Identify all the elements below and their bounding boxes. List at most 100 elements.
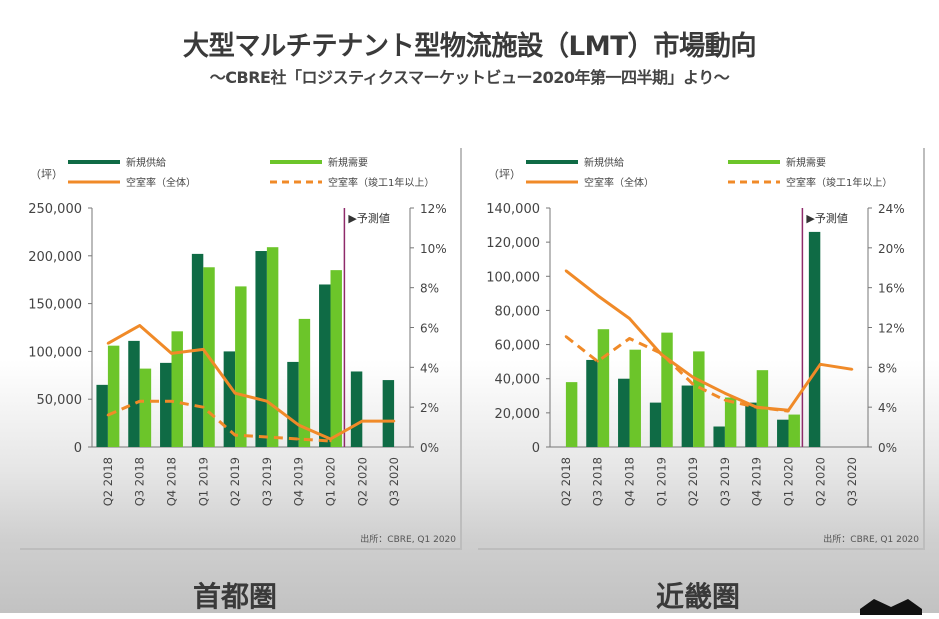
bar-demand xyxy=(788,414,800,447)
x-tick-label: Q4 2019 xyxy=(292,457,306,506)
line-vacancy-all-point xyxy=(819,363,822,366)
bar-demand xyxy=(107,345,120,447)
chevron-down-icon[interactable] xyxy=(856,595,926,615)
line-vacancy-all-point xyxy=(596,294,599,297)
line-vacancy-1yr-point xyxy=(723,398,727,402)
y-left-tick-label: 0 xyxy=(74,441,82,456)
y-right-tick-label: 0% xyxy=(420,441,439,455)
line-vacancy-all xyxy=(107,324,395,441)
bar-demand xyxy=(565,382,578,447)
bar-demand xyxy=(266,247,279,447)
x-tick-label: Q2 2018 xyxy=(559,457,573,506)
bar-demand xyxy=(629,349,641,447)
x-tick-label: Q2 2019 xyxy=(228,457,242,506)
line-vacancy-1yr-point xyxy=(787,409,790,413)
line-vacancy-all-point xyxy=(233,392,237,395)
x-tick-label: Q3 2020 xyxy=(387,457,401,506)
line-vacancy-all-point xyxy=(392,419,396,423)
legend-label-vacancy-1yr: 空室率（竣工1年以上） xyxy=(786,176,892,189)
y-right-tick-label: 8% xyxy=(878,361,897,375)
line-vacancy-1yr-point xyxy=(170,399,173,403)
bar-demand xyxy=(139,368,152,447)
legend-label-vacancy-1yr: 空室率（竣工1年以上） xyxy=(328,176,434,189)
bar-demand xyxy=(661,332,673,447)
line-vacancy-all-point xyxy=(202,348,205,351)
line-vacancy-all xyxy=(564,269,853,412)
line-vacancy-all-point xyxy=(850,368,854,371)
y-right-tick-label: 24% xyxy=(878,202,905,216)
bar-supply xyxy=(382,380,395,447)
y-left-tick-label: 40,000 xyxy=(495,373,541,388)
y-left-tick-label: 200,000 xyxy=(28,250,82,265)
line-vacancy-all-point xyxy=(329,437,332,441)
y-right-tick-label: 16% xyxy=(878,282,905,296)
line-vacancy-all-point xyxy=(723,392,727,395)
bar-demand xyxy=(171,331,183,447)
unit-label: （坪） xyxy=(488,168,521,181)
x-tick-label: Q2 2018 xyxy=(101,457,115,506)
y-right-tick-label: 12% xyxy=(878,322,905,336)
bar-supply xyxy=(350,371,363,447)
bar-supply xyxy=(713,426,725,447)
legend-label-demand: 新規需要 xyxy=(786,156,826,169)
line-vacancy-1yr-point xyxy=(329,439,332,443)
x-tick-label: Q4 2018 xyxy=(623,457,637,506)
x-tick-label: Q2 2019 xyxy=(686,457,700,506)
line-vacancy-all-point xyxy=(170,352,173,355)
bar-supply xyxy=(223,351,236,447)
y-left-tick-label: 60,000 xyxy=(495,339,541,354)
x-tick-label: Q3 2018 xyxy=(591,457,605,506)
bar-supply xyxy=(649,402,662,447)
region-label-kinki: 近畿圏 xyxy=(656,580,741,613)
line-vacancy-1yr-point xyxy=(106,413,110,417)
y-right-tick-label: 6% xyxy=(420,322,439,336)
y-right-tick-label: 4% xyxy=(878,401,897,415)
line-vacancy-1yr-point xyxy=(596,360,599,363)
legend-label-supply: 新規供給 xyxy=(126,156,166,169)
line-vacancy-1yr-point xyxy=(265,435,269,439)
x-tick-label: Q3 2019 xyxy=(260,457,274,506)
y-left-tick-label: 140,000 xyxy=(486,202,540,217)
bar-demand xyxy=(298,318,311,447)
region-label-shutoken: 首都圏 xyxy=(193,580,278,613)
y-right-tick-label: 8% xyxy=(420,282,439,296)
bar-supply xyxy=(777,419,789,447)
x-tick-label: Q3 2018 xyxy=(133,457,147,506)
line-vacancy-1yr-point xyxy=(138,399,141,403)
line-vacancy-1yr-point xyxy=(297,437,300,441)
line-vacancy-all-point xyxy=(138,324,141,327)
bar-supply xyxy=(287,361,299,447)
bar-supply xyxy=(681,385,694,447)
bar-supply xyxy=(586,359,598,447)
line-vacancy-all-point xyxy=(297,423,300,427)
bar-supply xyxy=(319,284,331,447)
legend-label-vacancy-all: 空室率（全体） xyxy=(126,176,196,189)
bar-supply xyxy=(808,231,821,447)
x-tick-label: Q4 2018 xyxy=(165,457,179,506)
bar-demand xyxy=(724,397,737,447)
source-note: 出所：CBRE, Q1 2020 xyxy=(360,533,456,545)
x-tick-label: Q1 2019 xyxy=(196,457,210,506)
y-left-tick-label: 150,000 xyxy=(28,298,82,313)
bar-demand xyxy=(330,270,342,447)
y-left-tick-label: 0 xyxy=(532,441,540,456)
y-right-tick-label: 10% xyxy=(420,242,447,256)
y-left-tick-label: 120,000 xyxy=(486,236,540,251)
line-vacancy-all-point xyxy=(361,419,364,423)
y-right-tick-label: 4% xyxy=(420,361,439,375)
line-vacancy-all-point xyxy=(106,342,110,345)
line-vacancy-1yr-point xyxy=(628,337,631,340)
x-tick-label: Q2 2020 xyxy=(355,457,369,506)
x-tick-label: Q2 2020 xyxy=(813,457,827,506)
x-tick-label: Q4 2019 xyxy=(750,457,764,506)
bar-demand xyxy=(597,329,610,447)
x-tick-label: Q1 2020 xyxy=(324,457,338,506)
y-right-tick-label: 2% xyxy=(420,401,439,415)
chart-panel-shutoken: （坪） 新規供給 空室率（全体） 新規需要 空室率（竣工1年以上） 0 50,000 100,… xyxy=(20,148,462,550)
y-right-tick-label: 0% xyxy=(878,441,897,455)
bar-supply xyxy=(160,362,172,447)
bar-supply xyxy=(128,340,140,447)
x-tick-label: Q3 2020 xyxy=(845,457,859,506)
